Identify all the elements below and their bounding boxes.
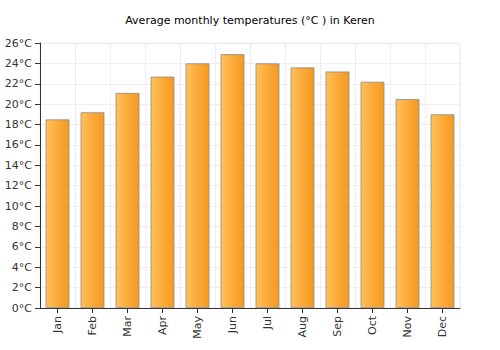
svg-text:16°C: 16°C bbox=[5, 138, 32, 151]
svg-text:Aug: Aug bbox=[296, 316, 309, 337]
svg-text:Jan: Jan bbox=[51, 316, 64, 334]
svg-text:Nov: Nov bbox=[401, 316, 414, 338]
svg-text:22°C: 22°C bbox=[5, 77, 32, 90]
svg-text:4°C: 4°C bbox=[12, 261, 32, 274]
svg-text:Average monthly temperatures (: Average monthly temperatures (°C ) in Ke… bbox=[125, 14, 375, 27]
svg-text:0°C: 0°C bbox=[12, 302, 32, 315]
svg-text:Jun: Jun bbox=[226, 316, 239, 334]
svg-text:26°C: 26°C bbox=[5, 37, 32, 50]
svg-text:6°C: 6°C bbox=[12, 240, 32, 253]
svg-text:14°C: 14°C bbox=[5, 159, 32, 172]
svg-text:Mar: Mar bbox=[121, 316, 134, 337]
svg-text:8°C: 8°C bbox=[12, 220, 32, 233]
svg-text:Dec: Dec bbox=[436, 316, 449, 337]
svg-text:10°C: 10°C bbox=[5, 200, 32, 213]
svg-text:24°C: 24°C bbox=[5, 57, 32, 70]
svg-text:12°C: 12°C bbox=[5, 179, 32, 192]
svg-text:Feb: Feb bbox=[86, 316, 99, 335]
svg-text:May: May bbox=[191, 316, 204, 339]
svg-text:20°C: 20°C bbox=[5, 98, 32, 111]
svg-text:Jul: Jul bbox=[261, 316, 274, 330]
svg-text:Apr: Apr bbox=[156, 316, 169, 336]
svg-text:18°C: 18°C bbox=[5, 118, 32, 131]
svg-text:2°C: 2°C bbox=[12, 281, 32, 294]
svg-text:Oct: Oct bbox=[366, 315, 379, 335]
svg-text:Sep: Sep bbox=[331, 316, 344, 337]
